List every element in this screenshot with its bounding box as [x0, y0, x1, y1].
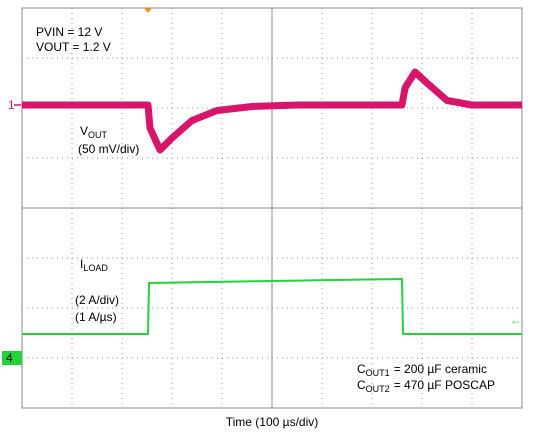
symbol: I [80, 257, 83, 271]
subscript: OUT [88, 130, 108, 140]
subscript: LOAD [83, 263, 108, 273]
trigger-marker [144, 8, 152, 13]
cap-text: = 200 µF ceramic [394, 362, 487, 376]
symbol: C [357, 362, 366, 376]
cap-text: = 470 µF POSCAP [394, 378, 495, 392]
x-axis-label: Time (100 µs/div) [226, 415, 319, 429]
channel-label: 1 [8, 98, 15, 112]
iload-scale: (2 A/div) [75, 293, 119, 307]
channel-label: 4 [6, 351, 13, 365]
condition: PVIN = 12 V [36, 25, 102, 39]
vout-scale: (50 mV/div) [78, 142, 139, 156]
trace [22, 278, 522, 335]
vout-label: VOUT [80, 124, 108, 140]
subscript: OUT2 [366, 384, 390, 394]
channel-marker [2, 351, 22, 365]
capacitor: COUT1 = 200 µF ceramic [357, 362, 487, 378]
iload-label: ILOAD [80, 257, 108, 273]
trace [22, 68, 522, 154]
symbol: C [357, 378, 366, 392]
iload-slew: (1 A/µs) [75, 310, 117, 324]
capacitor: COUT2 = 470 µF POSCAP [357, 378, 495, 394]
condition: VOUT = 1.2 V [36, 40, 111, 54]
offscreen-arrow: ← [510, 313, 522, 327]
symbol: V [80, 124, 88, 138]
subscript: OUT1 [366, 368, 390, 378]
